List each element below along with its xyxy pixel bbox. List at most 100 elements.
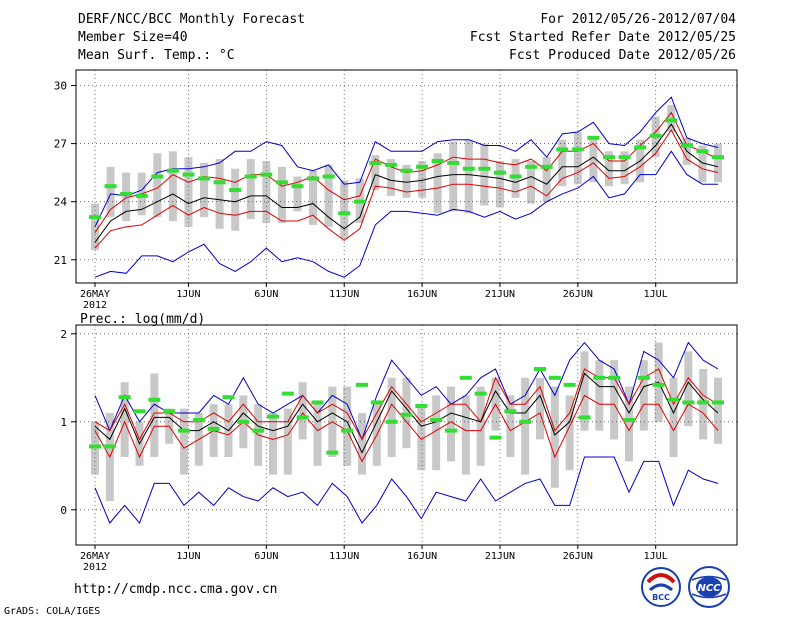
forecast-produced-date: Fcst Produced Date 2012/05/26 (509, 48, 736, 63)
observed-marker (587, 135, 600, 140)
observed-marker (163, 409, 176, 414)
ensemble-box (298, 382, 307, 440)
observed-marker (504, 409, 517, 414)
ensemble-box (542, 157, 551, 202)
ensemble-box (620, 151, 629, 185)
y-tick-label: 0 (60, 504, 67, 517)
observed-marker (307, 176, 320, 181)
observed-marker (148, 397, 161, 402)
x-tick-label: 26MAY (80, 289, 110, 300)
ensemble-box (122, 172, 131, 222)
observed-marker (593, 375, 606, 380)
observed-marker (509, 174, 522, 179)
observed-marker (400, 168, 413, 173)
ensemble-box (324, 164, 333, 227)
ensemble-box (343, 386, 352, 466)
ensemble-box (215, 159, 224, 229)
ensemble-box (684, 351, 693, 427)
observed-marker (430, 418, 443, 423)
observed-marker (103, 444, 116, 449)
x-tick-label: 11JUN (329, 551, 359, 562)
observed-marker (682, 400, 695, 405)
observed-marker (400, 412, 413, 417)
ensemble-box (527, 161, 536, 204)
observed-marker (267, 414, 279, 419)
observed-marker (680, 143, 693, 148)
observed-marker (462, 166, 475, 171)
forecast-period: For 2012/05/26-2012/07/04 (540, 12, 736, 27)
member-size: Member Size=40 (78, 30, 188, 45)
ensemble-box (506, 395, 515, 457)
x-tick-label: 6JUN (254, 289, 278, 300)
observed-marker (151, 174, 164, 179)
series-line-min (94, 456, 719, 524)
ensemble-box (269, 413, 277, 475)
ensemble-box (313, 404, 322, 466)
x-tick-label: 21JUN (485, 289, 515, 300)
logos: BCC NCC (641, 566, 730, 608)
ensemble-box (309, 170, 318, 225)
ensemble-box (714, 377, 722, 444)
observed-marker (296, 415, 309, 420)
observed-marker (244, 174, 257, 179)
observed-marker (602, 155, 615, 160)
ensemble-box (550, 386, 559, 488)
series-line-mean (94, 372, 719, 454)
plot-frame (75, 324, 738, 546)
ensemble-box (447, 386, 455, 462)
observed-marker (353, 199, 366, 204)
bcc-logo: BCC (641, 567, 681, 607)
observed-marker (696, 149, 709, 154)
grads-credit: GrADS: COLA/IGES (4, 606, 101, 617)
ensemble-box (293, 176, 302, 212)
observed-marker (445, 428, 457, 433)
ensemble-box (358, 413, 366, 475)
source-url[interactable]: http://cmdp.ncc.cma.gov.cn (74, 582, 278, 597)
forecast-start-date: Fcst Started Refer Date 2012/05/25 (469, 30, 736, 45)
observed-marker (634, 145, 647, 150)
plot-frame (75, 69, 738, 284)
series-line-mean (94, 123, 719, 243)
x-year-label: 2012 (83, 562, 107, 573)
ensemble-box (262, 161, 271, 223)
ensemble-box (639, 360, 648, 431)
ensemble-box (386, 159, 395, 196)
ensemble-box (589, 137, 598, 183)
ensemble-box (449, 141, 458, 212)
ensemble-box (120, 382, 129, 457)
observed-marker (133, 409, 146, 414)
observed-marker (493, 170, 506, 175)
variable-label: Mean Surf. Temp.: °C (78, 48, 235, 63)
observed-marker (478, 166, 491, 171)
precip-title: Prec.: log(mm/d) (80, 312, 206, 327)
observed-marker (281, 391, 294, 396)
y-tick-label: 27 (54, 138, 67, 151)
series-line-min (94, 150, 718, 278)
x-tick-label: 26JUN (563, 289, 593, 300)
observed-marker (712, 155, 724, 160)
ensemble-box (387, 377, 396, 457)
observed-marker (322, 174, 335, 179)
observed-marker (459, 375, 472, 380)
y-tick-label: 24 (54, 196, 68, 209)
ensemble-box (536, 377, 544, 440)
ensemble-box (464, 139, 473, 214)
observed-marker (213, 180, 226, 185)
observed-marker (222, 395, 235, 400)
observed-marker (447, 160, 460, 165)
observed-marker (431, 159, 444, 164)
observed-marker (291, 184, 304, 189)
y-tick-label: 21 (54, 254, 67, 267)
ensemble-box (168, 151, 177, 222)
observed-marker (207, 426, 220, 431)
observed-marker (697, 400, 710, 405)
ensemble-box (495, 161, 504, 208)
series-line-p10 (94, 129, 719, 249)
x-tick-label: 16JUN (407, 289, 437, 300)
x-tick-label: 1JUN (176, 551, 200, 562)
y-tick-label: 1 (60, 416, 67, 429)
ensemble-box (432, 395, 441, 471)
y-tick-label: 2 (60, 328, 67, 341)
observed-marker (118, 395, 131, 400)
